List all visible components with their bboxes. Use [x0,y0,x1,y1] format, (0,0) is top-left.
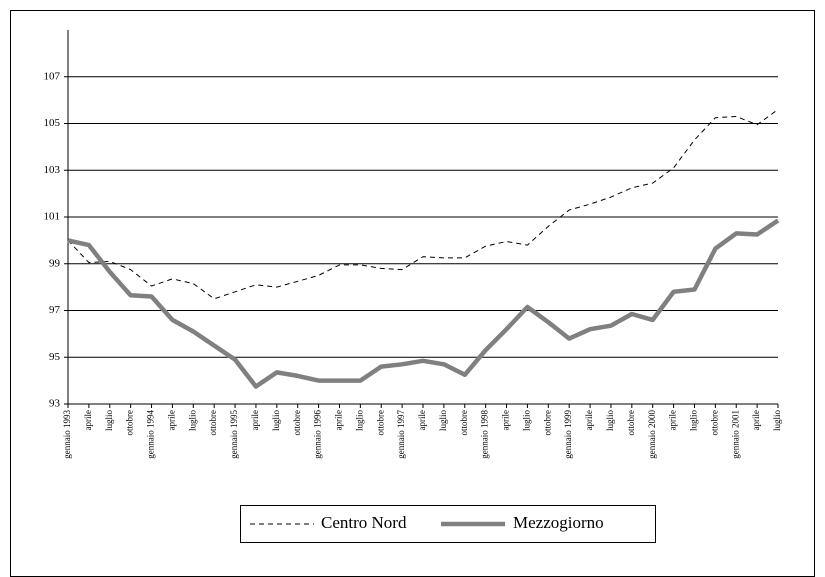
x-tick-label: aprile [501,410,511,431]
y-tick-label: 93 [49,398,61,410]
data-line [67,218,780,389]
y-tick-label: 97 [49,304,61,316]
x-tick-label: gennaio 2000 [647,410,657,459]
x-tick-label: aprile [83,410,93,431]
x-tick-label: gennaio 1999 [563,410,573,459]
y-tick-label: 101 [44,211,61,223]
x-tick-label: ottobre [542,410,552,436]
x-tick-label: ottobre [208,410,218,436]
x-tick-label: luglio [271,410,281,432]
x-tick-label: luglio [772,410,782,432]
x-tick-label: aprile [751,410,761,431]
y-tick-label: 99 [49,257,61,269]
x-tick-label: gennaio 2001 [730,410,740,459]
x-tick-label: ottobre [375,410,385,436]
x-tick-label: luglio [187,410,197,432]
x-tick-label: luglio [689,410,699,432]
x-tick-label: ottobre [292,410,302,436]
legend-label: Centro Nord [321,513,407,532]
y-tick-label: 107 [44,70,61,82]
x-tick-label: aprile [668,410,678,431]
data-line [67,109,779,300]
x-tick-label: ottobre [459,410,469,436]
x-tick-label: gennaio 1993 [62,410,72,459]
x-tick-label: luglio [354,410,364,432]
x-tick-label: luglio [438,410,448,432]
x-tick-label: gennaio 1996 [313,410,323,459]
x-tick-label: gennaio 1995 [229,410,239,459]
y-tick-label: 103 [44,164,61,176]
y-tick-label: 95 [49,351,61,363]
x-tick-label: aprile [417,410,427,431]
x-tick-label: gennaio 1997 [396,410,406,459]
legend: Centro Nord Mezzogiorno [240,505,656,543]
x-tick-label: gennaio 1998 [480,410,490,459]
x-tick-label: luglio [104,410,114,432]
legend-box [240,505,656,543]
x-tick-label: ottobre [626,410,636,436]
legend-label: Mezzogiorno [513,513,604,532]
x-tick-label: gennaio 1994 [146,410,156,459]
y-tick-label: 105 [44,117,61,129]
x-tick-label: aprile [334,410,344,431]
x-tick-label: ottobre [125,410,135,436]
x-tick-label: ottobre [709,410,719,436]
x-tick-label: luglio [605,410,615,432]
x-tick-label: aprile [250,410,260,431]
x-tick-label: luglio [521,410,531,432]
x-tick-label: aprile [166,410,176,431]
x-tick-label: aprile [584,410,594,431]
